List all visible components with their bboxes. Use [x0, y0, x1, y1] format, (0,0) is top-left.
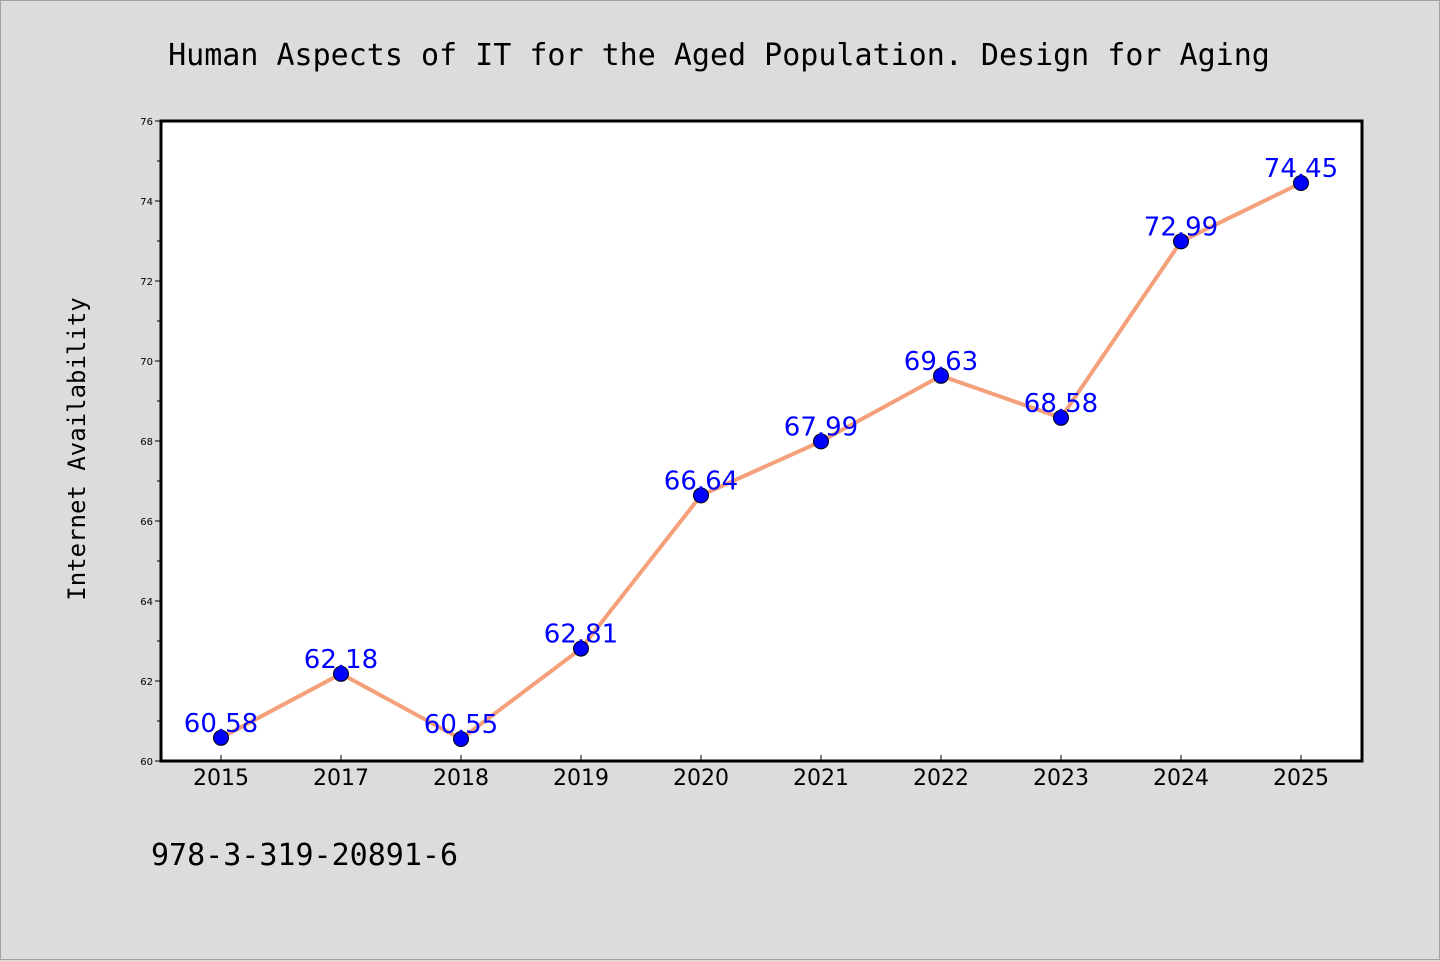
data-label: 74.45: [1264, 154, 1338, 184]
series-line: [219, 181, 1303, 741]
y-tick-label: 72: [140, 277, 153, 288]
y-tick-label: 70: [140, 357, 153, 368]
x-tick-label: 2020: [673, 766, 729, 791]
y-tick-label: 64: [140, 597, 153, 608]
data-point: [1053, 409, 1069, 426]
data-label: 60.58: [184, 709, 258, 739]
series-group: 60.58 62.18 60.55 62.81 66.64 67.99 69.63 68.58…: [184, 154, 1338, 747]
y-tick-label: 68: [140, 437, 153, 448]
data-point: [333, 665, 349, 682]
data-label: 66.64: [664, 466, 738, 496]
plot-area: [159, 119, 1364, 763]
data-point: [813, 433, 829, 450]
chart-title: Human Aspects of IT for the Aged Populat…: [168, 38, 1270, 73]
x-tick-label: 2025: [1273, 766, 1329, 791]
data-label: 67.99: [784, 412, 858, 442]
data-point: [1173, 233, 1189, 250]
x-tick-label: 2021: [793, 766, 849, 791]
x-tick-label: 2015: [193, 766, 249, 791]
data-point: [933, 367, 949, 384]
data-label: 62.81: [544, 620, 618, 650]
data-point: [213, 729, 229, 746]
y-axis-ticks: 60 62 64 66 68 70 72 74 76: [140, 117, 161, 768]
x-tick-label: 2022: [913, 766, 969, 791]
data-point: [453, 731, 469, 747]
x-tick-label: 2023: [1033, 766, 1089, 791]
x-tick-label: 2019: [553, 766, 609, 791]
data-label: 68.58: [1024, 389, 1098, 419]
data-point: [573, 640, 589, 657]
y-tick-label: 66: [140, 517, 153, 528]
isbn-footer: 978-3-319-20891-6: [151, 838, 458, 873]
data-point: [1293, 175, 1309, 191]
x-tick-label: 2018: [433, 766, 489, 791]
data-point: [693, 487, 709, 504]
data-label: 62.18: [304, 645, 378, 675]
data-label: 72.99: [1144, 212, 1218, 242]
x-tick-label: 2024: [1153, 766, 1209, 791]
data-label: 69.63: [904, 347, 978, 377]
y-axis-label: Internet Availability: [63, 297, 91, 600]
y-tick-label: 60: [140, 757, 153, 768]
x-axis-ticks: 2015 2017 2018 2019 2020 2021 2022 2023 2024 2025: [193, 755, 1329, 791]
data-label: 60.55: [424, 710, 498, 740]
x-tick-label: 2017: [313, 766, 369, 791]
y-tick-label: 74: [140, 197, 153, 208]
y-tick-label: 76: [140, 117, 153, 128]
y-tick-label: 62: [140, 677, 153, 688]
